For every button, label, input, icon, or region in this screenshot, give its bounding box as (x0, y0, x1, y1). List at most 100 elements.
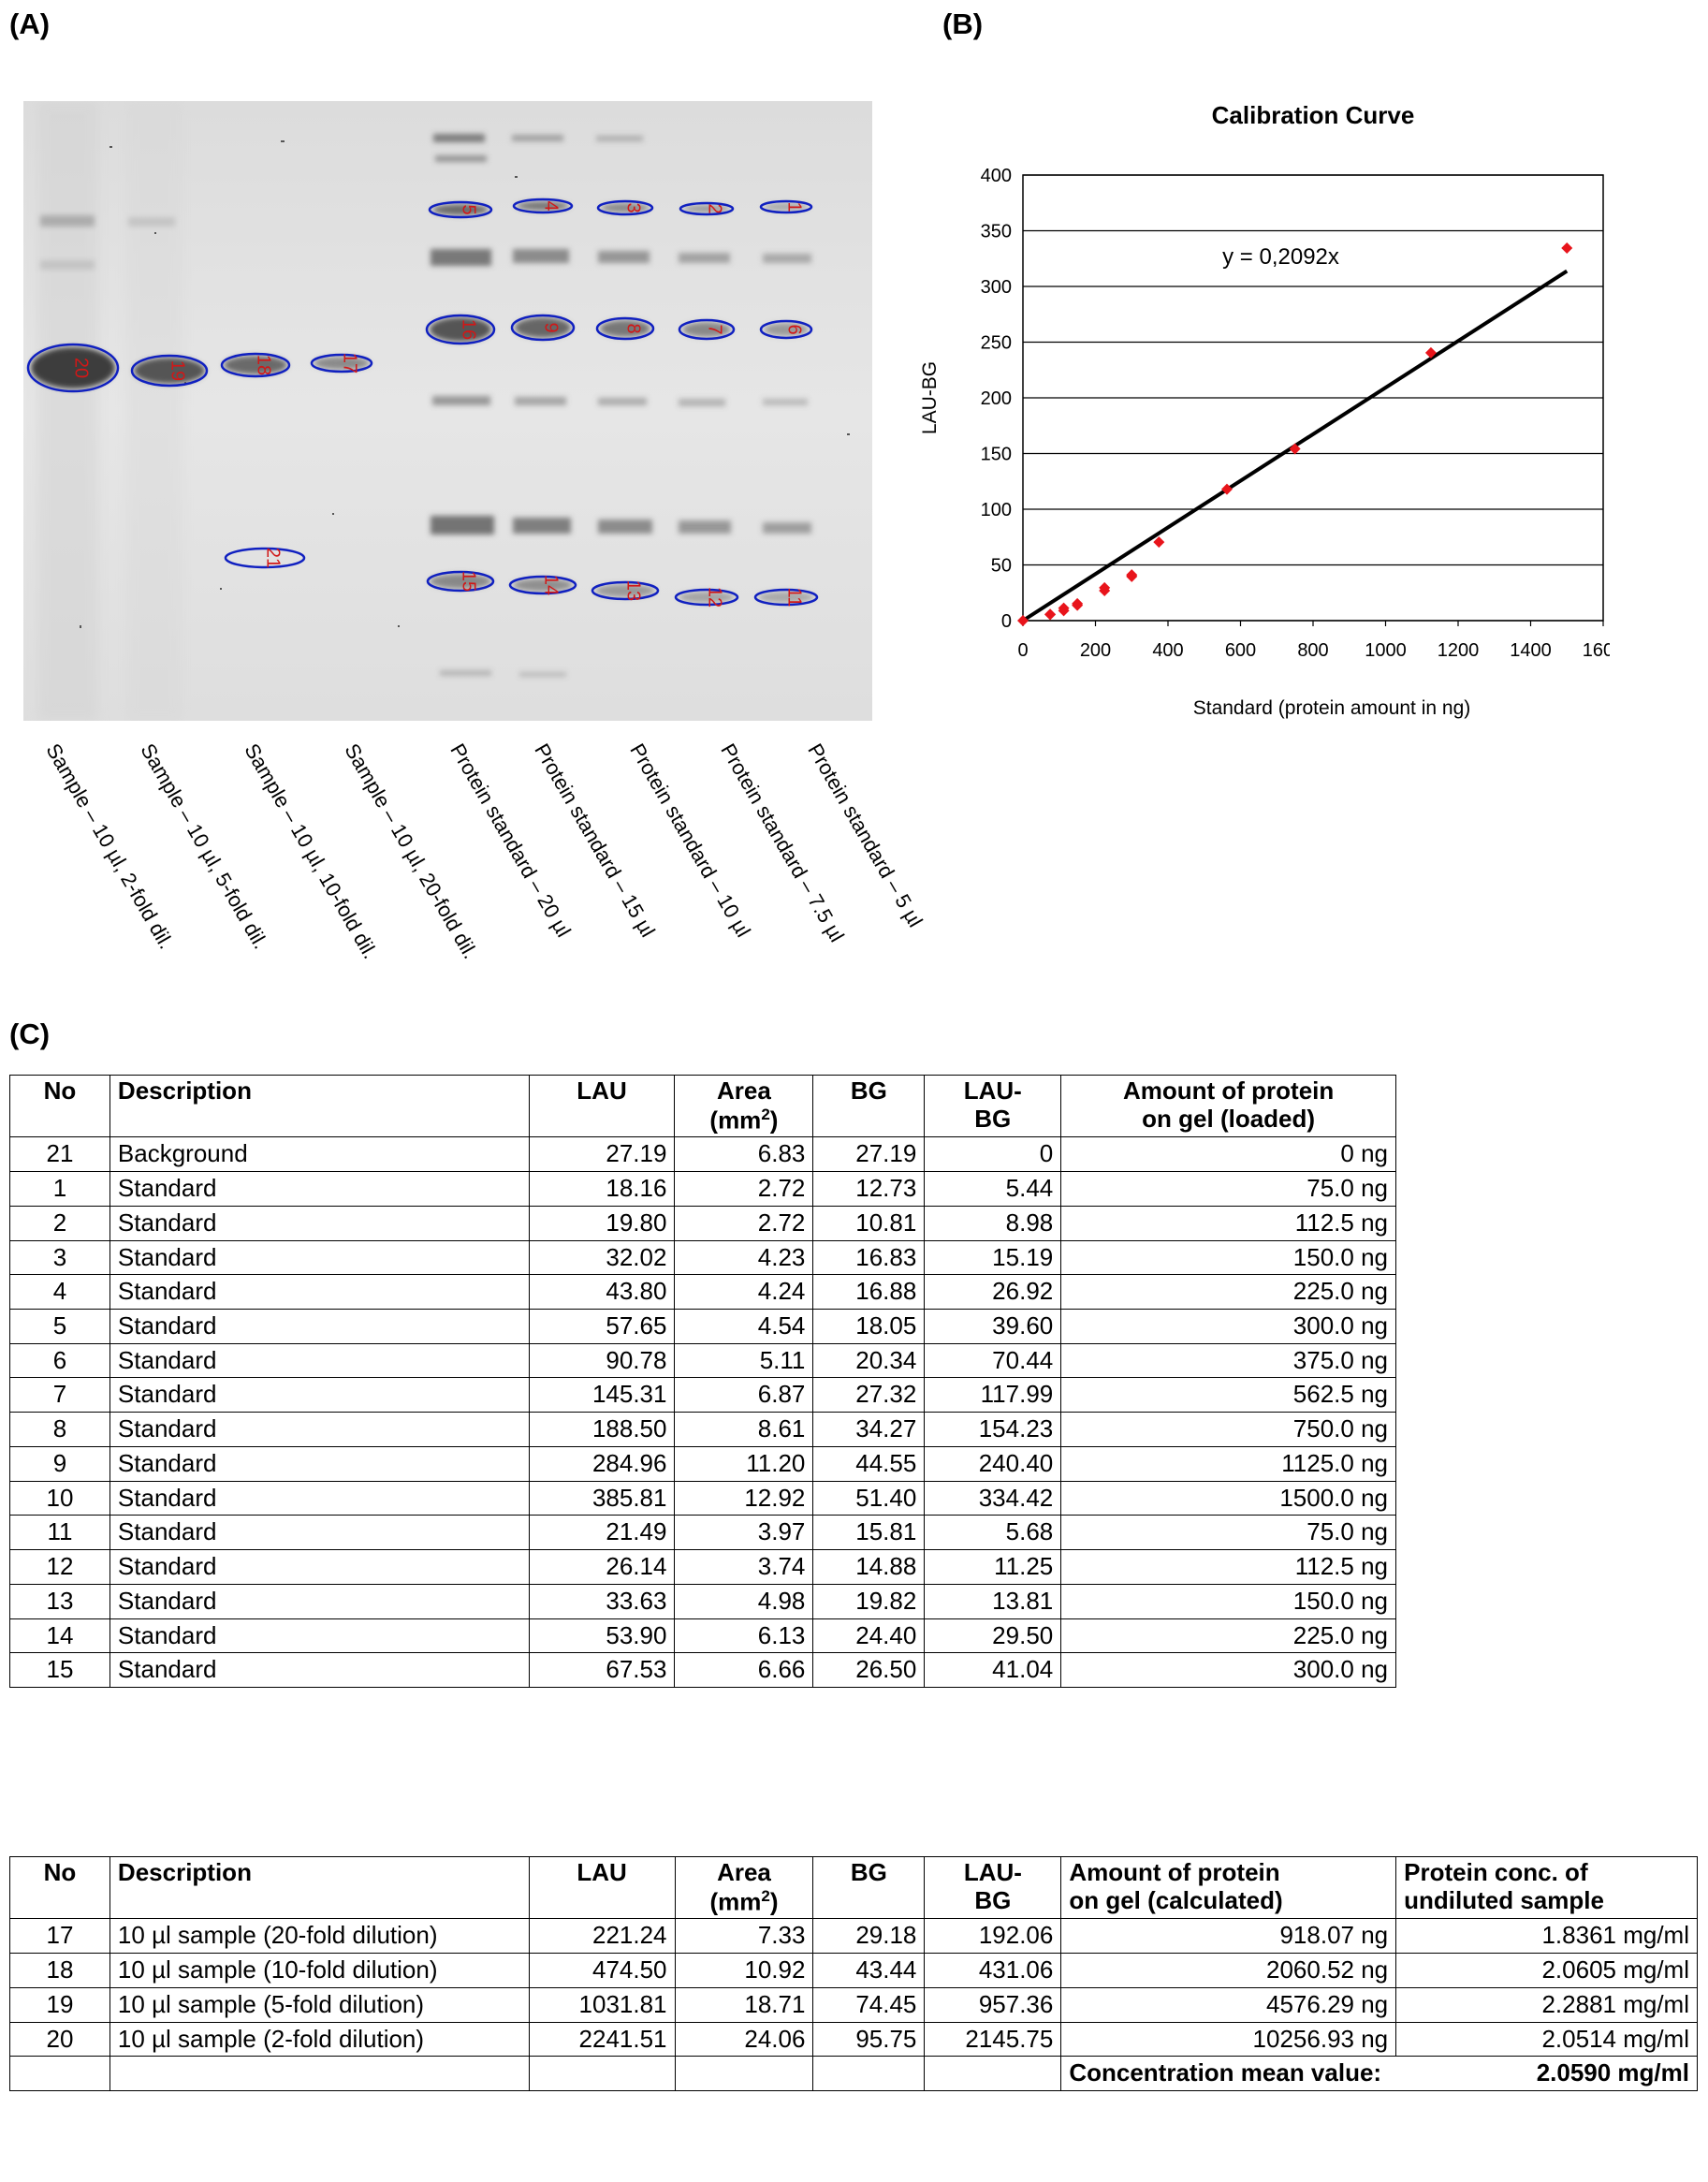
table-cell: 16.88 (812, 1274, 926, 1311)
table-cell: 6.13 (674, 1618, 814, 1654)
table-cell: 18.71 (674, 1986, 814, 2023)
table-cell: 2.0514 mg/ml (1395, 2021, 1698, 2058)
samples-table: No Description LAU Area (mm2) BG LAU- BG A… (9, 1855, 1698, 2092)
table-cell: 2 (9, 1205, 110, 1241)
empty-cell (924, 2056, 1062, 2092)
sample-band-fill (224, 356, 287, 374)
standard-band-fill (764, 323, 809, 336)
table-cell: 10256.93 ng (1060, 2021, 1397, 2058)
table-cell: 12.92 (674, 1480, 814, 1516)
table-cell: 34.27 (812, 1412, 926, 1447)
chart-title: Calibration Curve (1212, 101, 1415, 129)
header-bg: BG (812, 1855, 926, 1920)
empty-cell (9, 2056, 110, 2092)
band-number: 14 (541, 575, 562, 595)
gel-speck (184, 382, 186, 384)
marker-band (433, 134, 485, 142)
header-lau-bg: LAU- BG (924, 1855, 1062, 1920)
table-cell: 8.61 (674, 1412, 814, 1447)
table-cell: 15.19 (924, 1239, 1062, 1276)
marker-band (763, 522, 811, 534)
band-outline (510, 314, 576, 342)
header-area-close: ) (769, 1106, 779, 1135)
header-lau-bg-line1: LAU- (963, 1076, 1022, 1105)
standard-band-fill (432, 204, 489, 215)
marker-band (431, 249, 491, 266)
header-lau: LAU (528, 1855, 676, 1920)
table-cell: 24.06 (674, 2021, 814, 2058)
table-cell: 1.8361 mg/ml (1395, 1918, 1698, 1955)
table-cell: Standard (109, 1309, 530, 1344)
table-cell: 18.16 (528, 1171, 676, 1207)
table-row: 15 Standard 67.53 6.66 26.50 41.04 300.0 ng (9, 1652, 1396, 1688)
table-row: 8 Standard 188.50 8.61 34.27 154.23 750.0 ng (9, 1412, 1396, 1447)
header-amount-line1: Amount of protein (1069, 1858, 1280, 1886)
table-cell: Standard (109, 1274, 530, 1311)
x-tick-label: 1600 (1583, 640, 1610, 661)
band-outline (220, 352, 291, 378)
panel-label-c: (C) (9, 1018, 51, 1050)
table-row: 11 Standard 21.49 3.97 15.81 5.68 75.0 ng (9, 1515, 1396, 1551)
header-lau-bg-line1: LAU- (963, 1858, 1022, 1886)
band-outline (512, 198, 574, 214)
empty-cell (812, 2056, 926, 2092)
marker-band (598, 520, 652, 534)
table-cell: 10 µl sample (10-fold dilution) (109, 1953, 530, 1988)
table-cell: 10.81 (812, 1205, 926, 1241)
sample-lane-smear (37, 101, 98, 721)
table-cell: Standard (109, 1515, 530, 1551)
table-cell: 2.2881 mg/ml (1395, 1986, 1698, 2023)
header-area: Area (mm2) (674, 1855, 814, 1920)
table-cell: 33.63 (528, 1583, 676, 1619)
marker-band (763, 254, 811, 263)
table-cell: 24.40 (812, 1618, 926, 1654)
calibration-chart: Calibration Curve 0 50 100 150 200 250 300 350 40… (898, 89, 1624, 735)
marker-band (431, 516, 494, 535)
table-cell: 375.0 ng (1060, 1342, 1396, 1379)
y-tick-label: 250 (981, 333, 1012, 354)
y-tick-label: 50 (991, 556, 1012, 577)
table-cell: Standard (109, 1171, 530, 1207)
table-cell: 67.53 (528, 1652, 676, 1688)
table-cell: 562.5 ng (1060, 1377, 1396, 1413)
empty-cell (674, 2056, 814, 2092)
marker-band (515, 397, 566, 405)
table-cell: 43.80 (528, 1274, 676, 1311)
standard-band-fill (764, 203, 809, 211)
table-cell: 750.0 ng (1060, 1412, 1396, 1447)
gel-speck (220, 588, 222, 590)
gel-speck (281, 140, 285, 142)
standard-band-fill (758, 592, 814, 603)
band-number: 21 (263, 548, 284, 568)
table-cell: 10 (9, 1480, 110, 1516)
table-cell: 1031.81 (528, 1986, 676, 2023)
panel-label-b: (B) (942, 7, 984, 40)
band-outline (426, 570, 495, 593)
table-cell: 3 (9, 1239, 110, 1276)
band-outline (130, 354, 209, 388)
table-cell: 225.0 ng (1060, 1618, 1396, 1654)
header-description: Description (109, 1855, 530, 1920)
table-cell: 20.34 (812, 1342, 926, 1379)
table-cell: 70.44 (924, 1342, 1062, 1379)
header-amount-line1: Amount of protein (1122, 1076, 1335, 1105)
x-tick-label: 1000 (1365, 640, 1407, 661)
x-tick-label: 600 (1225, 640, 1256, 661)
table-cell: 10 µl sample (5-fold dilution) (109, 1986, 530, 2023)
table-cell: 188.50 (528, 1412, 676, 1447)
x-tick-label: 0 (1017, 640, 1028, 661)
standard-band-fill (683, 205, 730, 212)
table-cell: 14 (9, 1618, 110, 1654)
table-cell: 150.0 ng (1060, 1583, 1396, 1619)
table-cell: 300.0 ng (1060, 1309, 1396, 1344)
table-cell: 75.0 ng (1060, 1171, 1396, 1207)
band-number: 18 (254, 355, 274, 375)
band-number: 1 (784, 201, 805, 212)
band-number: 11 (784, 588, 805, 608)
table-row: 12 Standard 26.14 3.74 14.88 11.25 112.5 ng (9, 1549, 1396, 1585)
panel-label-a: (A) (9, 7, 51, 40)
table-cell: Standard (109, 1342, 530, 1379)
x-axis-label: Standard (protein amount in ng) (1193, 697, 1471, 719)
data-point (1072, 599, 1084, 611)
